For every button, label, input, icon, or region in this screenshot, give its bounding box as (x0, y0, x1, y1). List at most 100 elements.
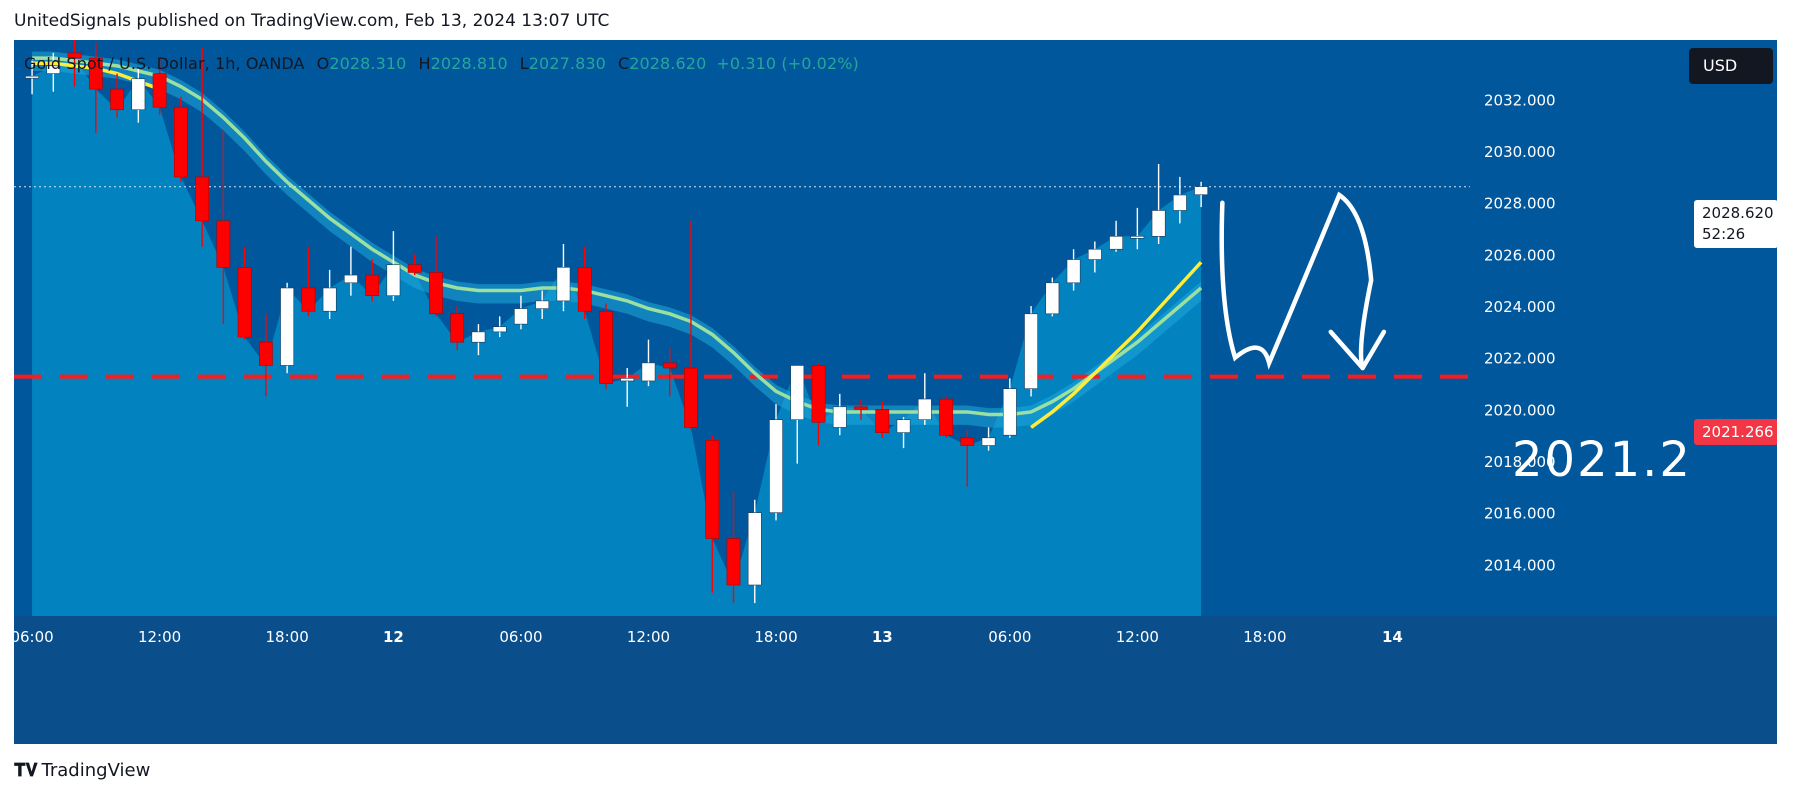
candle-body (1087, 248, 1102, 260)
candle-body (599, 310, 613, 384)
candle-body (535, 300, 550, 309)
target-annotation: 2021.2 (1512, 432, 1692, 488)
candle-body (832, 406, 847, 428)
candle-body (705, 440, 720, 539)
last-price-label: 2028.620 52:26 (1694, 200, 1777, 248)
chart-panel[interactable]: 2014.000 2016.000 2018.000 2020.000 2022.000… (14, 40, 1777, 744)
candle-body (620, 378, 635, 382)
candle-body (662, 362, 677, 369)
low-value: 2027.830 (528, 54, 606, 73)
candle-body (25, 75, 39, 79)
tv-logo-icon: 𝐓𝐕 (14, 760, 38, 781)
x-tick-label: 06:00 (499, 628, 542, 646)
candle-body (301, 287, 316, 312)
candle-body (514, 308, 528, 325)
candle-body (960, 437, 975, 446)
x-tick-label: 12:00 (1116, 628, 1159, 646)
x-tick-label: 12:00 (138, 628, 181, 646)
y-tick-label: 2032.000 (1484, 91, 1556, 109)
candle-body (322, 287, 337, 312)
high-value: 2028.810 (430, 54, 508, 73)
candle-body (1002, 388, 1017, 436)
tradingview-logo[interactable]: 𝐓𝐕 TradingView (14, 760, 150, 781)
projection-arrowhead (1328, 329, 1387, 371)
candle-body (450, 313, 465, 343)
candle-body (854, 406, 868, 410)
ma-band (32, 51, 1202, 428)
x-tick-label: 14 (1382, 628, 1403, 646)
candle-body (917, 398, 932, 420)
bar-countdown: 52:26 (1702, 225, 1746, 243)
x-tick-label: 12:00 (627, 628, 670, 646)
close-value: 2028.620 (629, 54, 707, 73)
x-tick-label: 06:00 (988, 628, 1031, 646)
candle-body (769, 419, 783, 513)
candle-body (1172, 194, 1187, 211)
candle-body (556, 267, 571, 302)
projection-path (1219, 191, 1374, 371)
candle-body (429, 272, 443, 315)
candle-body (173, 106, 188, 178)
candle-body (131, 78, 146, 111)
candle-body (577, 267, 592, 312)
logo-text: TradingView (41, 760, 151, 781)
area-fill (32, 58, 1202, 617)
candle-body (216, 220, 231, 268)
candle-body (195, 176, 210, 222)
candle-body (110, 88, 124, 111)
candle-body (1151, 210, 1166, 237)
symbol-header: Gold Spot / U.S. Dollar, 1h, OANDA O2028.… (24, 54, 859, 73)
candlestick-chart[interactable]: 2014.000 2016.000 2018.000 2020.000 2022.000… (14, 40, 1777, 744)
time-axis (14, 616, 1777, 744)
y-tick-label: 2024.000 (1484, 298, 1556, 316)
candle-body (365, 274, 380, 297)
y-tick-label: 2018.000 (1484, 453, 1556, 471)
ma-fast-tail (1030, 260, 1203, 429)
y-tick-label: 2028.000 (1484, 195, 1556, 213)
candle-body (88, 57, 103, 90)
candle-body (790, 365, 805, 420)
y-tick-label: 2030.000 (1484, 143, 1556, 161)
candle-body (471, 331, 486, 343)
y-tick-label: 2026.000 (1484, 246, 1556, 264)
x-tick-label: 18:00 (266, 628, 309, 646)
candle-body (280, 287, 295, 366)
candle-body (258, 341, 273, 366)
high-label: H (418, 54, 431, 73)
candle-body (1109, 236, 1123, 250)
y-tick-label: 2014.000 (1484, 556, 1556, 574)
level-price-label: 2021.266 (1694, 419, 1777, 445)
x-tick-label: 13 (872, 628, 893, 646)
candle-body (726, 538, 741, 586)
open-value: 2028.310 (329, 54, 407, 73)
candle-body (811, 365, 826, 423)
y-tick-label: 2020.000 (1484, 401, 1556, 419)
candle-body (641, 362, 656, 382)
candle-body (939, 398, 953, 436)
candle-body (1045, 282, 1060, 315)
x-tick-label: 18:00 (1243, 628, 1286, 646)
low-label: L (519, 54, 529, 73)
candle-body (46, 65, 61, 74)
candle-body (407, 264, 422, 273)
open-label: O (316, 54, 330, 73)
publisher-line: UnitedSignals published on TradingView.c… (14, 11, 610, 31)
x-tick-label: 12 (383, 628, 404, 646)
candle-body (1024, 313, 1038, 389)
x-tick-label: 06:00 (14, 628, 54, 646)
candle-body (875, 409, 890, 433)
candle-body (684, 367, 698, 428)
currency-button[interactable]: USD (1689, 48, 1773, 84)
change-value: +0.310 (+0.02%) (716, 54, 859, 73)
candle-body (1066, 259, 1081, 284)
candle-body (981, 437, 996, 446)
candle-body (747, 512, 762, 586)
close-label: C (617, 54, 630, 73)
y-tick-label: 2022.000 (1484, 350, 1556, 368)
candle-body (152, 73, 167, 108)
candle-body (1194, 186, 1209, 196)
candle-body (386, 264, 401, 297)
symbol-title[interactable]: Gold Spot / U.S. Dollar, 1h, OANDA (24, 54, 305, 73)
candle-body (1130, 236, 1145, 239)
y-tick-label: 2016.000 (1484, 505, 1556, 523)
